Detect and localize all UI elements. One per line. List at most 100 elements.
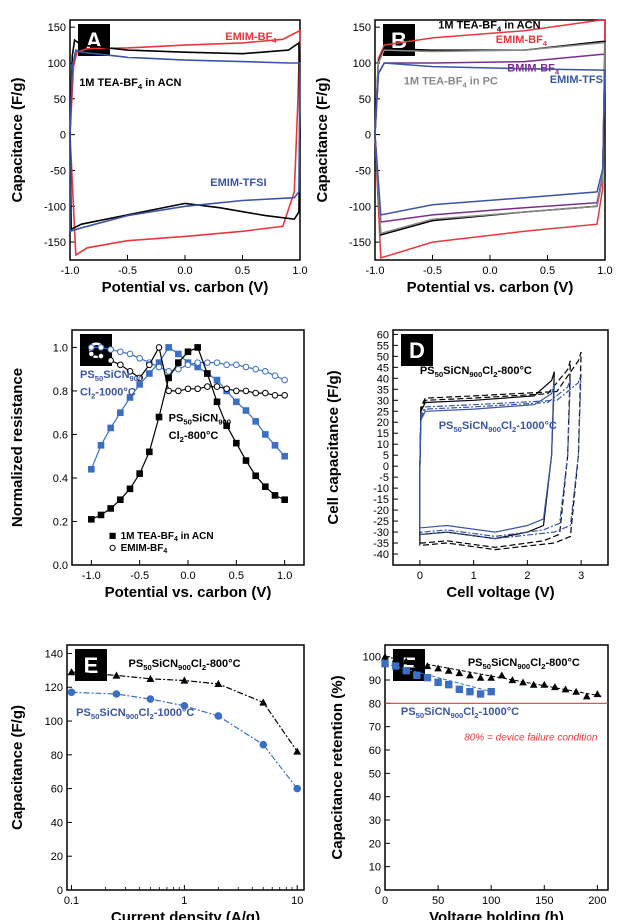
data-point <box>582 692 591 700</box>
y-tick-label: 10 <box>369 862 381 874</box>
plot-frame <box>392 329 609 566</box>
plot-frame <box>66 644 305 891</box>
annotation-label: PS50SiCN900Cl2-800°C <box>468 657 580 671</box>
data-point <box>423 662 432 670</box>
cv-curve-0 <box>374 19 606 259</box>
y-tick-label: -100 <box>349 201 371 213</box>
panel-badge <box>75 649 107 681</box>
data-point <box>97 511 105 519</box>
data-point <box>165 387 172 395</box>
y-tick-label: 45 <box>377 362 389 374</box>
x-tick-label: -1.0 <box>366 265 385 277</box>
x-tick-label: 0.0 <box>482 265 497 277</box>
cv-curve-1 <box>374 40 606 236</box>
data-point <box>262 483 269 490</box>
data-point <box>67 688 76 697</box>
y-tick-label: 15 <box>377 428 389 440</box>
data-point <box>434 678 442 687</box>
data-point <box>213 383 221 390</box>
data-point <box>194 344 201 351</box>
data-point <box>146 361 153 369</box>
series-label: 1M TEA-BF4 in PC <box>404 75 498 89</box>
x-tick-label: -1.0 <box>82 570 101 582</box>
data-point <box>126 350 134 358</box>
data-point <box>109 532 116 539</box>
x-tick-label: -1.0 <box>61 265 80 277</box>
x-tick-label: 0.5 <box>229 570 244 582</box>
y-tick-label: 0 <box>375 885 381 897</box>
y-tick-label: 100 <box>45 716 63 728</box>
y-tick-label: 50 <box>377 351 389 363</box>
data-point <box>136 381 143 388</box>
data-point <box>184 348 192 356</box>
y-tick-label: 0 <box>365 130 371 142</box>
annotation-label: PS50SiCN900 <box>80 369 142 383</box>
x-axis-label: Potential vs. carbon (V) <box>102 279 269 296</box>
data-point <box>126 394 134 401</box>
y-tick-label: 1.0 <box>53 342 68 354</box>
data-point <box>233 387 240 395</box>
x-tick-label: 0.5 <box>540 265 555 277</box>
data-point <box>271 492 279 499</box>
y-tick-label: 90 <box>369 675 381 687</box>
data-point <box>155 344 163 351</box>
x-axis-label: Potential vs. carbon (V) <box>105 584 272 601</box>
x-tick-label: 10 <box>291 895 303 907</box>
x-tick-label: 2 <box>524 570 530 582</box>
annotation-label: PS50SiCN900Cl2-1000°C <box>76 707 194 721</box>
y-axis-label: Capacitance retention (%) <box>329 675 346 859</box>
y-tick-label: 40 <box>377 373 389 385</box>
y-axis-label: Normalized resistance <box>9 368 26 527</box>
legend-entry: EMIM-BF4 <box>121 543 168 555</box>
y-tick-label: 0.0 <box>53 560 68 572</box>
x-axis-label: Cell voltage (V) <box>446 584 554 601</box>
y-axis-label: Capacitance (F/g) <box>314 77 331 202</box>
y-tick-label: -5 <box>379 472 389 484</box>
data-point <box>519 678 527 686</box>
y-tick-label: -30 <box>373 527 389 539</box>
y-tick-label: 0 <box>383 461 389 473</box>
x-tick-label: 1 <box>181 895 187 907</box>
y-tick-label: 20 <box>51 851 63 863</box>
y-tick-label: 30 <box>377 395 389 407</box>
x-tick-label: 150 <box>535 895 553 907</box>
x-tick-label: 0.0 <box>177 265 192 277</box>
x-tick-label: 0.5 <box>235 265 250 277</box>
panel-badge <box>401 334 433 366</box>
data-point <box>423 673 432 682</box>
x-tick-label: 100 <box>482 895 500 907</box>
data-point <box>391 655 400 663</box>
x-tick-label: 0 <box>417 570 423 582</box>
data-point <box>402 666 410 675</box>
x-tick-label: -0.5 <box>423 265 442 277</box>
data-point <box>233 361 240 369</box>
data-point <box>259 698 268 706</box>
data-point <box>466 687 474 696</box>
data-point <box>175 365 182 373</box>
data-point <box>551 683 559 691</box>
data-point <box>175 359 182 366</box>
data-point <box>444 666 453 674</box>
data-point <box>146 695 155 703</box>
data-point <box>97 344 105 351</box>
data-point <box>281 452 288 460</box>
data-point <box>107 357 114 364</box>
y-tick-label: 0 <box>57 885 63 897</box>
panel-b: -1.0 -0.5 0.0 0.5 1.0 -150 -100 -50 0 50 100 150 Pot… <box>314 19 613 296</box>
y-tick-label: 35 <box>377 384 389 396</box>
cv-curve-3 <box>374 42 606 235</box>
y-tick-label: 20 <box>377 417 389 429</box>
panel-c: -1.0 -0.5 0.0 0.5 1.0 0.0 0.2 0.4 0.6 0.8 1.0 Poten… <box>9 329 305 601</box>
data-point <box>175 350 182 358</box>
data-point <box>184 385 192 393</box>
y-tick-label: 100 <box>353 58 371 70</box>
data-point <box>223 385 230 393</box>
y-tick-label: -50 <box>355 165 371 177</box>
y-tick-label: 30 <box>369 815 381 827</box>
data-point <box>165 368 172 375</box>
annotation-label: PS50SiCN900Cl2-800°C <box>129 658 241 672</box>
y-tick-label: 0.4 <box>53 473 68 485</box>
data-point <box>213 359 221 366</box>
x-tick-label: 3 <box>578 570 584 582</box>
